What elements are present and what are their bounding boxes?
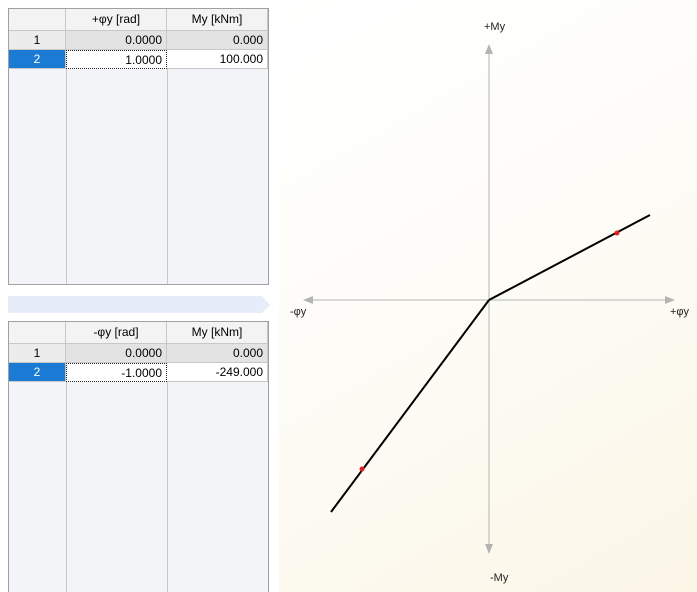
- column-divider: [167, 382, 168, 592]
- positive-rotation-table[interactable]: +φy [rad] My [kNm] 1 0.0000 0.000 2 1.00…: [8, 8, 269, 285]
- row-number-header: [9, 9, 66, 31]
- negative-moment-label: -My: [490, 572, 509, 584]
- phi-column-header[interactable]: +φy [rad]: [66, 9, 167, 31]
- column-divider: [66, 69, 67, 284]
- rotation-axis-arrow-right: [665, 296, 675, 304]
- negative-branch-curve: [330, 299, 490, 513]
- table-separator: [8, 296, 262, 313]
- row-number-header: [9, 322, 66, 344]
- moment-axis-arrow-up: [485, 44, 493, 54]
- negative-rotation-label: -φy: [290, 306, 307, 318]
- positive-branch-curve: [488, 214, 651, 301]
- tables-panel: +φy [rad] My [kNm] 1 0.0000 0.000 2 1.00…: [0, 0, 279, 592]
- moment-cell[interactable]: 0.000: [167, 31, 268, 50]
- row-number-selected[interactable]: 2: [9, 50, 66, 69]
- positive-rotation-label: +φy: [670, 306, 690, 318]
- moment-cell[interactable]: 100.000: [167, 50, 268, 69]
- positive-data-point[interactable]: [614, 230, 620, 236]
- phi-cell[interactable]: 0.0000: [66, 344, 167, 363]
- moment-cell[interactable]: 0.000: [167, 344, 268, 363]
- moment-cell[interactable]: -249.000: [167, 363, 268, 382]
- row-number[interactable]: 1: [9, 344, 66, 363]
- rotation-axis-arrow-left: [303, 296, 313, 304]
- row-number[interactable]: 1: [9, 31, 66, 50]
- table-separator-tip: [262, 296, 270, 313]
- moment-column-header[interactable]: My [kNm]: [167, 9, 268, 31]
- phi-cell[interactable]: 0.0000: [66, 31, 167, 50]
- column-divider: [167, 69, 168, 284]
- phi-cell-active[interactable]: 1.0000: [66, 50, 167, 69]
- phi-cell-active[interactable]: -1.0000: [66, 363, 167, 382]
- negative-rotation-table[interactable]: -φy [rad] My [kNm] 1 0.0000 0.000 2 -1.0…: [8, 321, 269, 592]
- moment-rotation-diagram: +My -My -φy +φy: [279, 0, 697, 592]
- row-number-selected[interactable]: 2: [9, 363, 66, 382]
- positive-moment-label: +My: [484, 21, 506, 33]
- moment-column-header[interactable]: My [kNm]: [167, 322, 268, 344]
- negative-data-point[interactable]: [359, 466, 365, 472]
- diagram-canvas: +My -My -φy +φy: [290, 21, 690, 584]
- moment-axis-arrow-down: [485, 544, 493, 554]
- column-divider: [66, 382, 67, 592]
- phi-column-header[interactable]: -φy [rad]: [66, 322, 167, 344]
